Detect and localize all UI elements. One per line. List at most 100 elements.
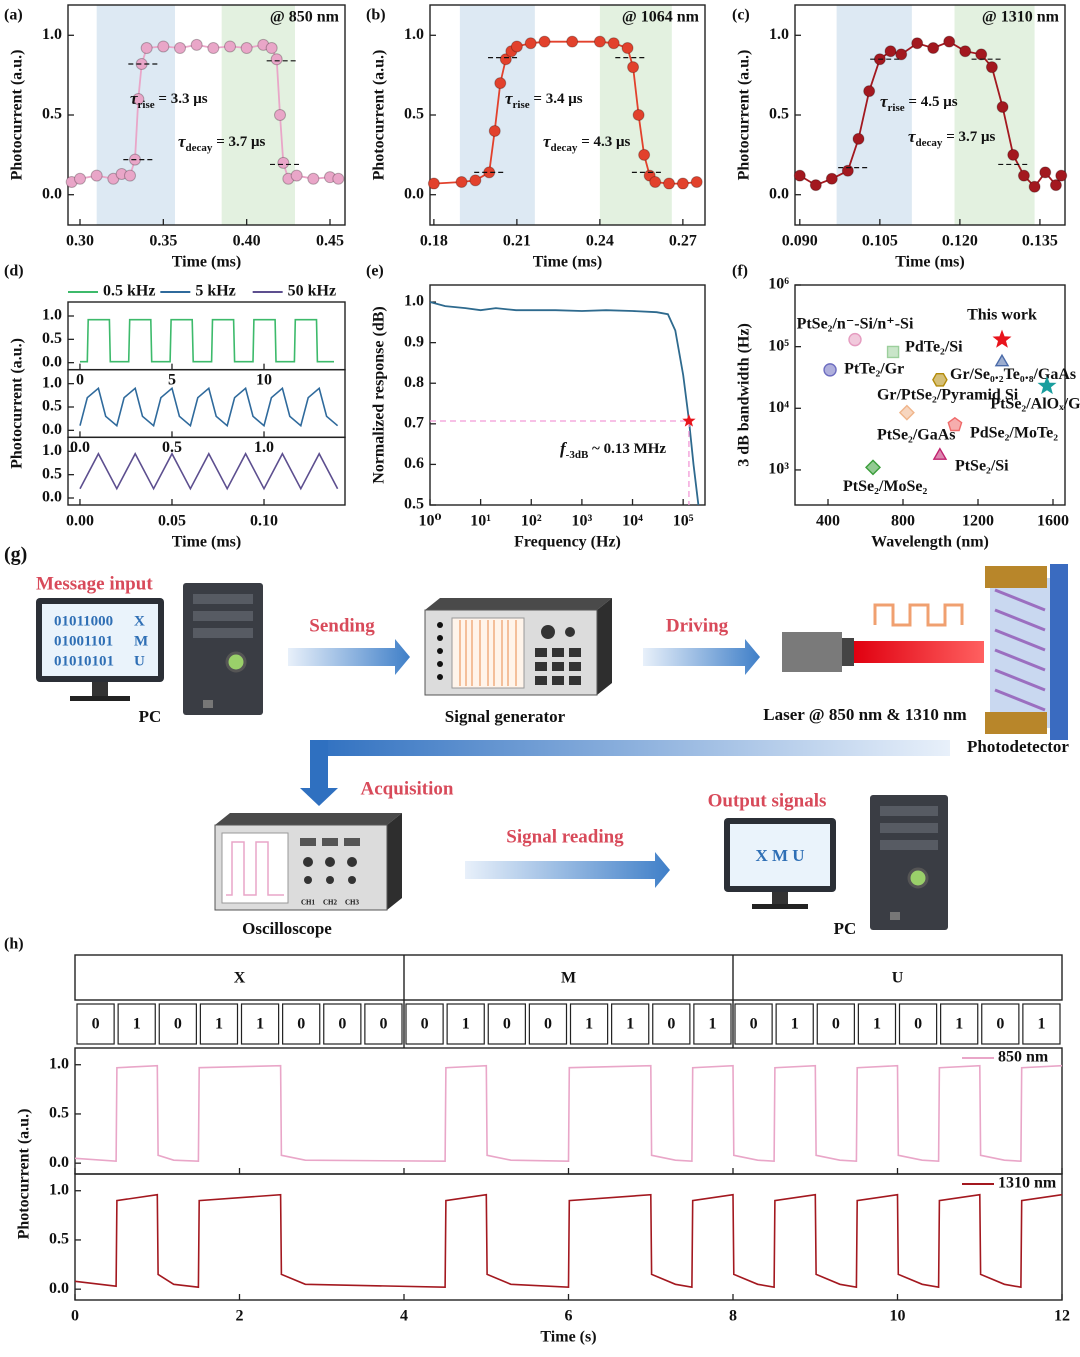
x-tick-label: 0.45 [316,233,344,250]
data-point [593,35,606,48]
x-tick-label: 0.21 [503,233,531,250]
annotation: τdecay = 3.7 μs [178,132,265,154]
bit-cell [199,1003,239,1045]
data-point [207,42,220,55]
annotation-text: = 3.7 μs [942,129,995,145]
data-point [1055,169,1068,182]
x-tick-label: 2 [236,1308,244,1325]
data-point [427,177,440,190]
point-label: PdSe₂/MoTe₂ [970,424,1058,441]
bit-cell [364,1003,403,1045]
x-axis-label: Time (ms) [533,254,602,271]
data-point [825,172,838,185]
annotation-text: = 3.4 μs [530,91,583,107]
data-point [74,172,86,185]
annotation-symbol: τ [130,89,138,108]
y-axis-label: 3 dB bandwidth (Hz) [736,323,753,467]
annotation-sub: -3dB [566,449,589,461]
bit: 1 [1037,1016,1045,1033]
y-tick-label: 0.0 [42,421,62,438]
arrow [312,740,950,756]
annotation-sub: decay [916,137,943,149]
plot-frame [429,284,706,506]
point-label: This work [967,306,1037,323]
data-point [538,35,551,48]
y-tick-label: 1.0 [404,293,424,310]
label: Oscilloscope [242,919,332,938]
x-tick-label: 0.105 [862,233,898,250]
bit-cell [323,1003,362,1045]
bit: 1 [955,1016,963,1033]
data-point [959,45,972,58]
x-tick-label: 0.10 [250,513,278,530]
data-point [848,332,862,347]
bit: 1 [585,1016,593,1033]
y-tick-label: 0.5 [42,106,62,123]
x-tick-label: 10⁴ [622,513,643,530]
shaded-band [836,5,912,225]
annotation: τrise = 4.5 μs [880,92,958,114]
x-axis-label: Time (s) [540,1329,596,1346]
x-tick-label: 1600 [1037,513,1069,530]
panel-label: (e) [366,263,384,280]
panel-label: (d) [4,263,24,280]
data-point [190,38,203,51]
annotation-text: = 4.5 μs [905,94,958,110]
label: PC [834,919,857,938]
x-tick-label: 10 [890,1308,906,1325]
data-point [307,172,320,185]
y-tick-label: 1.0 [42,307,62,324]
data-line [429,301,700,506]
stand [752,904,808,909]
data-line [79,451,339,491]
bit-cell [611,1003,650,1045]
data-line [79,386,339,428]
y-tick-label: 0.0 [769,185,789,202]
bit: 0 [503,1016,511,1033]
data-point [996,101,1009,114]
y-tick-label: 1.0 [42,26,62,43]
data-point [132,93,145,106]
x-tick-label: 0.18 [420,233,448,250]
pc-tower [870,795,948,930]
bit-cell [569,1003,609,1045]
data-point [947,416,963,432]
data-point [898,404,915,421]
y-tick-label: 0.0 [42,185,62,202]
x-axis-label: Wavelength (nm) [871,534,989,551]
point-label: Gr/PtSe₂/Pyramid Si [877,386,1019,403]
y-tick-label: 0.6 [404,455,424,472]
pc-tower [183,583,263,715]
letter: M [561,970,576,987]
data-point [886,345,900,359]
x-tick-label: 4 [400,1308,408,1325]
point-label: PtTe₂/Gr [844,361,904,378]
data-point [865,459,881,476]
bit: 1 [462,1016,470,1033]
bit: 0 [297,1016,305,1033]
annotation-symbol: τ [543,132,551,151]
table-frame [74,954,1063,1001]
bit-cell [775,1003,814,1045]
x-axis-label: Time (ms) [895,254,964,271]
x-tick-label: 0.35 [149,233,177,250]
y-tick-label: 1.0 [769,26,789,43]
output-text: X M U [755,846,804,865]
data-point [607,37,620,50]
arrow [465,852,670,888]
y-tick-label: 0.8 [404,374,424,391]
oscilloscope-device [214,813,402,911]
arrow [310,740,328,790]
bit: 1 [791,1016,799,1033]
bit: 1 [256,1016,264,1033]
data-point [488,124,501,137]
annotation-sub: rise [138,99,155,111]
x2-tick-label: 5 [168,371,176,388]
y-tick-label: 0.0 [404,185,424,202]
stand [70,696,130,701]
data-point [932,447,948,460]
label: Laser @ 850 nm & 1310 nm [763,705,966,724]
signal-generator [424,598,612,696]
letter: X [134,613,145,629]
annotation-text: ~ 0.13 MHz [588,441,666,457]
